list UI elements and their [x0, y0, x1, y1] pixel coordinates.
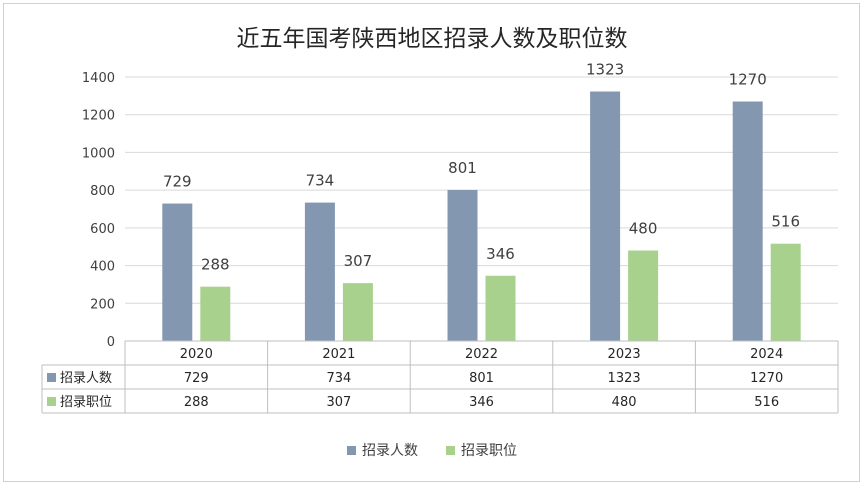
data-label: 480 — [629, 219, 658, 237]
data-label: 307 — [344, 252, 373, 270]
bar-positions — [628, 250, 659, 341]
bar-recruits — [590, 91, 621, 342]
bar-recruits — [304, 202, 335, 341]
table-cell: 346 — [469, 395, 494, 410]
y-tick-label: 1000 — [82, 146, 115, 161]
table-cell: 801 — [469, 371, 494, 386]
legend-key — [347, 446, 356, 455]
data-label: 288 — [201, 256, 230, 274]
bar-positions — [770, 243, 801, 341]
table-series-name: 招录人数 — [60, 371, 112, 386]
x-tick-label: 2022 — [465, 347, 498, 362]
bar-recruits — [447, 189, 478, 341]
y-tick-label: 1400 — [82, 71, 115, 86]
chart-frame: 近五年国考陕西地区招录人数及职位数 0 200 400 600 800 1000 1200 1… — [3, 3, 860, 482]
table-series-name: 招录职位 — [60, 395, 112, 410]
data-label: 729 — [163, 173, 192, 191]
y-tick-label: 0 — [107, 335, 115, 350]
y-axis: 0 200 400 600 800 1000 1200 1400 — [82, 71, 115, 350]
table-cell: 307 — [326, 395, 351, 410]
table-legend-key — [47, 373, 56, 382]
y-tick-label: 200 — [90, 297, 115, 312]
table-cell: 729 — [184, 371, 209, 386]
table-cell: 1323 — [608, 371, 641, 386]
data-label: 1323 — [586, 61, 624, 79]
table-cell: 288 — [184, 395, 209, 410]
table-cell: 516 — [754, 395, 779, 410]
data-label: 516 — [771, 213, 800, 231]
legend-key — [446, 446, 455, 455]
y-tick-label: 800 — [90, 184, 115, 199]
table-cell: 1270 — [750, 371, 783, 386]
legend-label: 招录职位 — [461, 443, 517, 459]
bar-recruits — [162, 203, 193, 341]
bar-positions — [342, 283, 373, 341]
data-label: 1270 — [729, 71, 767, 89]
data-table: 2020 2021 2022 2023 2024 招录人数 729 734 801 1323 127… — [41, 340, 839, 414]
bar-recruits — [732, 101, 763, 341]
bar-positions — [200, 286, 231, 341]
bar-positions — [485, 275, 516, 341]
data-label: 346 — [486, 245, 515, 263]
legend-label: 招录人数 — [362, 443, 418, 459]
x-tick-label: 2023 — [608, 347, 641, 362]
bars — [162, 91, 801, 342]
gridlines — [125, 76, 838, 342]
x-tick-label: 2020 — [180, 347, 213, 362]
data-label: 734 — [306, 172, 335, 190]
x-tick-label: 2024 — [750, 347, 783, 362]
legend: 招录人数 招录职位 — [347, 443, 517, 459]
y-tick-label: 400 — [90, 260, 115, 275]
data-labels: 729 734 801 1323 1270 288 307 346 480 516 — [163, 61, 800, 274]
table-legend-key — [47, 397, 56, 406]
table-cell: 480 — [612, 395, 637, 410]
chart-title: 近五年国考陕西地区招录人数及职位数 — [237, 26, 628, 52]
x-tick-label: 2021 — [322, 347, 355, 362]
data-label: 801 — [448, 159, 477, 177]
y-tick-label: 600 — [90, 222, 115, 237]
y-tick-label: 1200 — [82, 109, 115, 124]
table-cell: 734 — [326, 371, 351, 386]
bar-chart: 近五年国考陕西地区招录人数及职位数 0 200 400 600 800 1000 1200 1… — [41, 26, 839, 459]
